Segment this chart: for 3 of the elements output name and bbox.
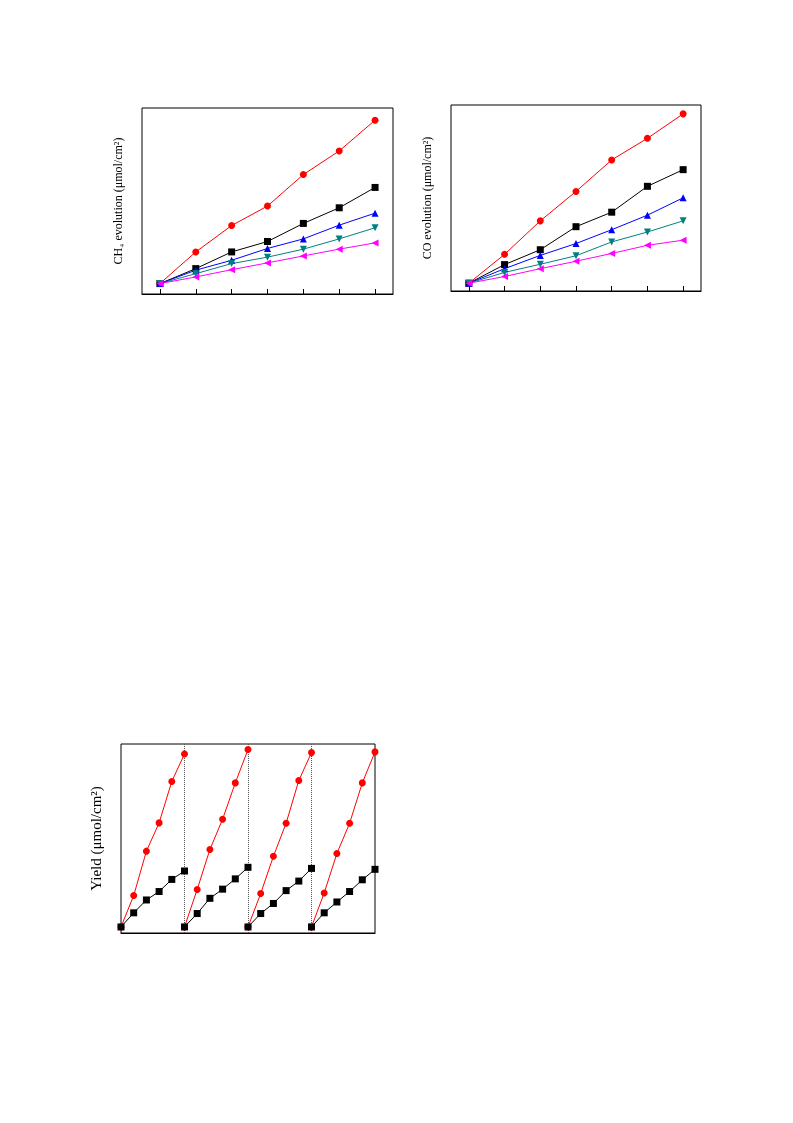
y-axis-title: CH₄ evolution (μmol/cm²) bbox=[111, 137, 125, 265]
y-axis-title: Yield (μmol/cm²) bbox=[87, 786, 105, 891]
y-axis-title: CO evolution (μmol/cm²) bbox=[420, 136, 434, 260]
